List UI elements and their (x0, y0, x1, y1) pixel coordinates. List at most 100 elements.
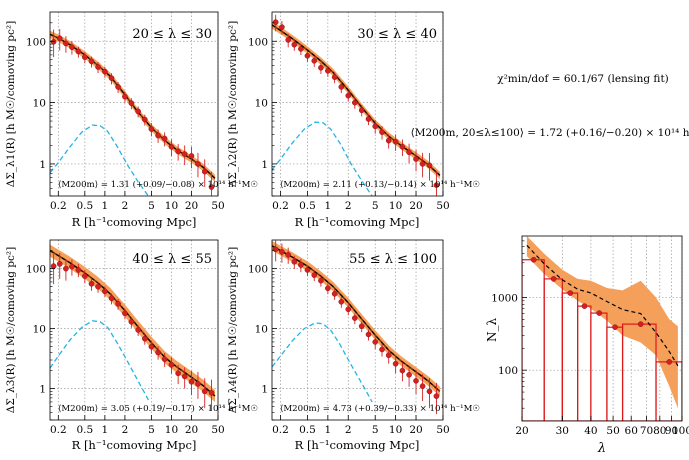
histogram-bar (561, 292, 579, 421)
panel-lambda2: 0.2 0.5 1 2 5 10 20 50 1 10 100 30 ≤ λ ≤ 40 ⟨M200m… (227, 11, 480, 229)
histogram-bar (522, 259, 545, 421)
miscentering-curve (272, 121, 373, 196)
y-tick-label: 100 (26, 36, 46, 48)
data-point (298, 46, 304, 52)
data-point (331, 74, 338, 80)
x-tick-label: 5 (148, 200, 155, 212)
data-point (358, 323, 365, 329)
data-point (596, 310, 603, 316)
data-point (155, 349, 161, 356)
data-point (50, 39, 57, 45)
data-point (379, 129, 385, 135)
x-tick-label: 2 (345, 424, 352, 436)
x-tick-label: 50 (436, 200, 449, 212)
x-tick-label: 2 (122, 424, 129, 436)
data-point (56, 261, 63, 267)
data-point (338, 298, 345, 305)
x-tick-label: 100 (672, 425, 689, 437)
model-uncertainty-band (50, 30, 215, 183)
x-tick-label: 80 (653, 425, 666, 437)
y-tick-label: 100 (248, 36, 268, 48)
data-point (95, 64, 101, 70)
data-point (195, 161, 201, 167)
mass-annotation: ⟨M200m⟩ = 4.73 (+0.39/−0.33) × 10¹⁴ h⁻¹M… (280, 403, 480, 414)
data-point (208, 184, 215, 190)
y-tick-label: 10 (33, 98, 46, 110)
y-tick-label: 10 (33, 324, 46, 336)
data-point (69, 263, 75, 270)
data-point (168, 361, 175, 368)
x-axis-label: R [h⁻¹comoving Mpc] (295, 215, 420, 229)
data-point (128, 318, 135, 325)
data-point (69, 44, 75, 51)
data-point (304, 267, 311, 273)
data-point (82, 273, 88, 279)
model-band (526, 236, 678, 409)
data-point (50, 263, 57, 269)
x-tick-label: 50 (211, 200, 224, 212)
data-point (82, 54, 88, 60)
data-point (413, 378, 419, 384)
data-point (75, 48, 82, 55)
data-point (318, 277, 324, 284)
x-tick-label: 5 (372, 200, 379, 212)
data-point (581, 303, 588, 309)
data-point (108, 295, 115, 302)
data-point (352, 315, 358, 321)
data-point (406, 372, 412, 378)
y-tick-label: 10 (255, 98, 268, 110)
data-point (385, 137, 392, 144)
x-tick-label: 1 (102, 200, 109, 212)
data-points (530, 256, 673, 365)
data-point (392, 360, 399, 367)
data-point (168, 144, 175, 150)
data-point (188, 378, 195, 385)
data-point (385, 352, 392, 359)
data-point (392, 138, 399, 145)
x-tick-label: 0.2 (272, 200, 289, 212)
data-point (291, 258, 298, 265)
x-tick-label: 40 (584, 425, 597, 437)
data-point (75, 267, 82, 273)
y-axis-label: ΔΣ_λ1(R) [h M☉/comoving pc²] (5, 21, 17, 187)
data-point (272, 246, 279, 253)
data-point (195, 381, 201, 387)
data-point (142, 335, 148, 342)
data-point (372, 339, 379, 345)
y-tick-label: 10 (255, 324, 268, 336)
data-point (426, 388, 433, 395)
histogram-bar (577, 305, 592, 421)
best-fit-dashed-curve (272, 24, 441, 176)
y-axis-label: ΔΣ_λ3(R) [h M☉/comoving pc²] (5, 247, 17, 413)
model-band (50, 30, 215, 183)
x-axis-label: R [h⁻¹comoving Mpc] (72, 438, 197, 452)
data-point (325, 285, 331, 292)
mass-annotation: ⟨M200m⟩ = 3.05 (+0.19/−0.17) × 10¹⁴ h⁻¹M… (58, 403, 258, 414)
histogram-bar (543, 278, 563, 421)
x-axis-label: R [h⁻¹comoving Mpc] (295, 438, 420, 452)
x-tick-label: 20 (409, 200, 422, 212)
data-point (108, 75, 115, 81)
y-axis-label: ΔΣ_λ2(R) [h M☉/comoving pc²] (227, 21, 239, 187)
axis-ticks: 0.2 0.5 1 2 5 10 20 50 1 10 100 (248, 250, 450, 436)
data-point (135, 108, 141, 115)
x-tick-label: 50 (211, 424, 224, 436)
data-point (128, 100, 135, 106)
chi2-text: χ²min/dof = 60.1/67 (lensing fit) (497, 73, 669, 85)
x-tick-label: 10 (165, 200, 178, 212)
data-point (56, 35, 63, 42)
y-tick-label: 1 (261, 159, 268, 171)
data-point (311, 272, 318, 278)
best-fit-dashed-curve (272, 245, 441, 392)
data-points (272, 14, 440, 196)
data-point (88, 280, 95, 287)
data-point (63, 40, 69, 47)
data-point (95, 283, 101, 290)
histogram-bar (590, 312, 608, 421)
data-point (433, 182, 440, 188)
miscentering-curve (50, 124, 149, 196)
data-point (372, 123, 379, 130)
data-point (399, 144, 406, 150)
